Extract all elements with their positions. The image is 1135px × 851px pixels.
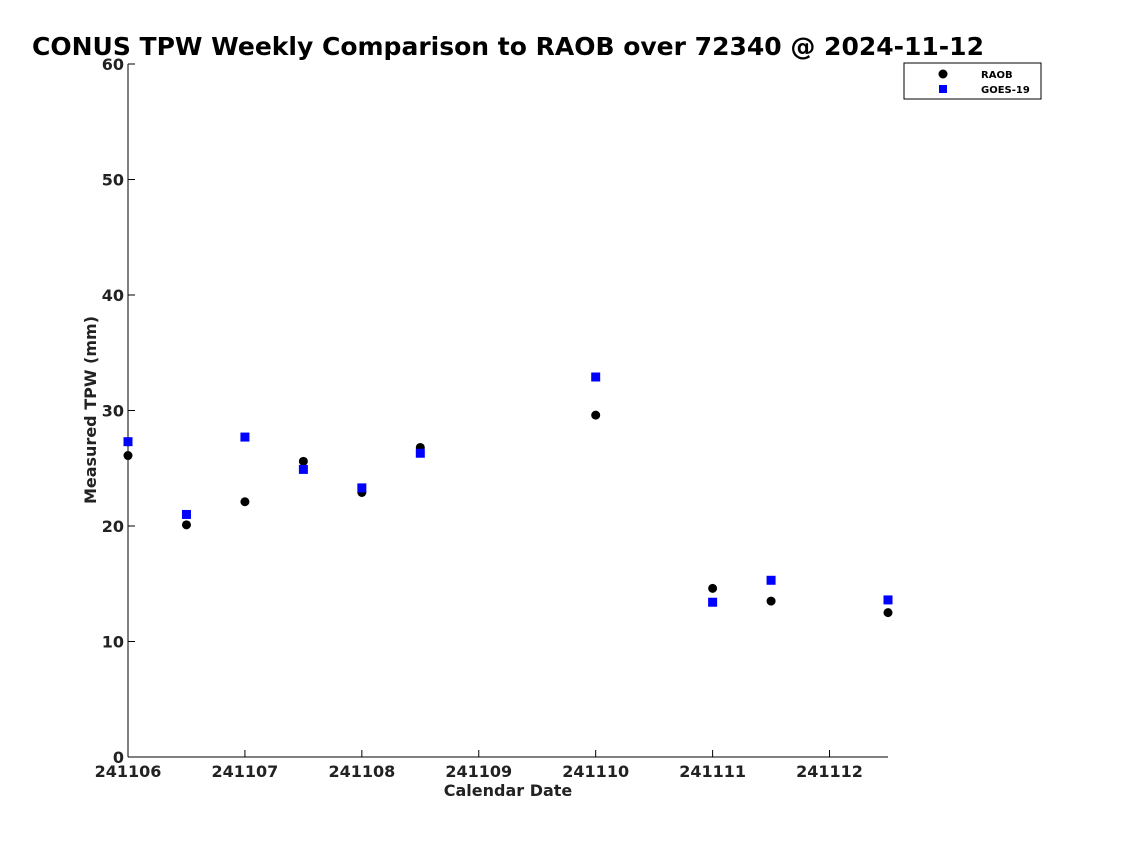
- tick-marks: 0 10 20 30 40 50 60 241106 241107 241108 241109 241…: [95, 55, 863, 781]
- goes-point: [708, 597, 718, 607]
- y-tick-label: 0: [113, 748, 124, 767]
- raob-point: [708, 583, 718, 593]
- legend-marker-goes: [939, 85, 947, 93]
- legend-label: RAOB: [981, 70, 1013, 81]
- goes-point: [415, 448, 425, 458]
- data-points: [123, 372, 893, 618]
- goes-point: [181, 509, 191, 519]
- chart-title: CONUS TPW Weekly Comparison to RAOB over…: [32, 32, 984, 61]
- x-tick-label: 241111: [679, 762, 746, 781]
- y-tick-label: 30: [102, 402, 124, 421]
- raob-point: [240, 497, 250, 507]
- raob-point: [181, 520, 191, 530]
- goes-point: [123, 437, 133, 447]
- x-tick-label: 241110: [562, 762, 629, 781]
- goes-point: [240, 432, 250, 442]
- x-axis-label: Calendar Date: [444, 781, 573, 800]
- goes-point: [298, 464, 308, 474]
- legend: RAOB GOES-19: [903, 62, 1042, 100]
- y-tick-label: 10: [102, 633, 124, 652]
- raob-point: [766, 596, 776, 606]
- raob-point: [591, 410, 601, 420]
- goes-point: [883, 595, 893, 605]
- raob-point: [883, 608, 893, 618]
- y-axis-label: Measured TPW (mm): [81, 316, 100, 504]
- goes-point: [357, 483, 367, 493]
- axes: [127, 64, 888, 758]
- x-tick-label: 241108: [328, 762, 395, 781]
- legend-marker-raob: [938, 69, 948, 79]
- series-raob: [123, 410, 893, 618]
- raob-point: [123, 451, 133, 461]
- series-goes-19: [123, 372, 893, 607]
- x-tick-label: 241107: [212, 762, 279, 781]
- legend-box: [903, 62, 1042, 100]
- x-tick-label: 241112: [796, 762, 863, 781]
- legend-label: GOES-19: [981, 85, 1030, 96]
- y-tick-label: 20: [102, 517, 124, 536]
- x-tick-label: 241106: [95, 762, 162, 781]
- goes-point: [591, 372, 601, 382]
- goes-point: [766, 575, 776, 585]
- raob-point: [298, 456, 308, 466]
- y-tick-label: 40: [102, 286, 124, 305]
- x-tick-label: 241109: [445, 762, 512, 781]
- y-tick-label: 60: [102, 55, 124, 74]
- y-tick-label: 50: [102, 171, 124, 190]
